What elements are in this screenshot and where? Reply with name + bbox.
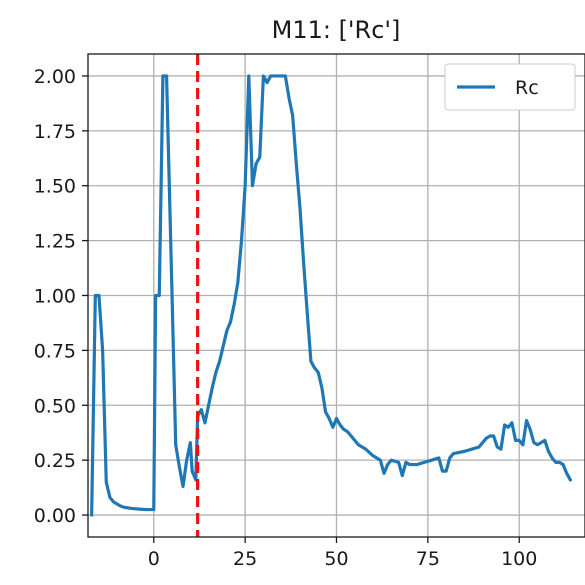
y-tick-label: 2.00 bbox=[34, 66, 76, 88]
legend-label: Rc bbox=[515, 77, 539, 99]
series-layer bbox=[90, 54, 572, 537]
x-tick-label: 50 bbox=[324, 548, 348, 570]
x-tick-label: 0 bbox=[148, 548, 160, 570]
x-tick-label: 75 bbox=[416, 548, 440, 570]
axis-ticks: 0 25 50 75 100 0.00 0.25 0.50 0.75 1.00 1.25 1.50 1.… bbox=[34, 66, 538, 570]
y-tick-label: 1.75 bbox=[34, 121, 76, 143]
x-tick-label: 100 bbox=[501, 548, 537, 570]
y-tick-label: 0.00 bbox=[34, 505, 76, 527]
legend: Rc bbox=[444, 63, 576, 111]
series-line bbox=[90, 74, 572, 517]
y-tick-label: 0.50 bbox=[34, 395, 76, 417]
chart-title: M11: ['Rc'] bbox=[272, 16, 401, 44]
legend-box bbox=[444, 63, 576, 111]
x-tick-label: 25 bbox=[233, 548, 257, 570]
y-tick-label: 1.50 bbox=[34, 176, 76, 198]
y-tick-label: 1.00 bbox=[34, 286, 76, 308]
y-tick-label: 0.25 bbox=[34, 450, 76, 472]
y-tick-label: 0.75 bbox=[34, 340, 76, 362]
y-tick-label: 1.25 bbox=[34, 231, 76, 253]
